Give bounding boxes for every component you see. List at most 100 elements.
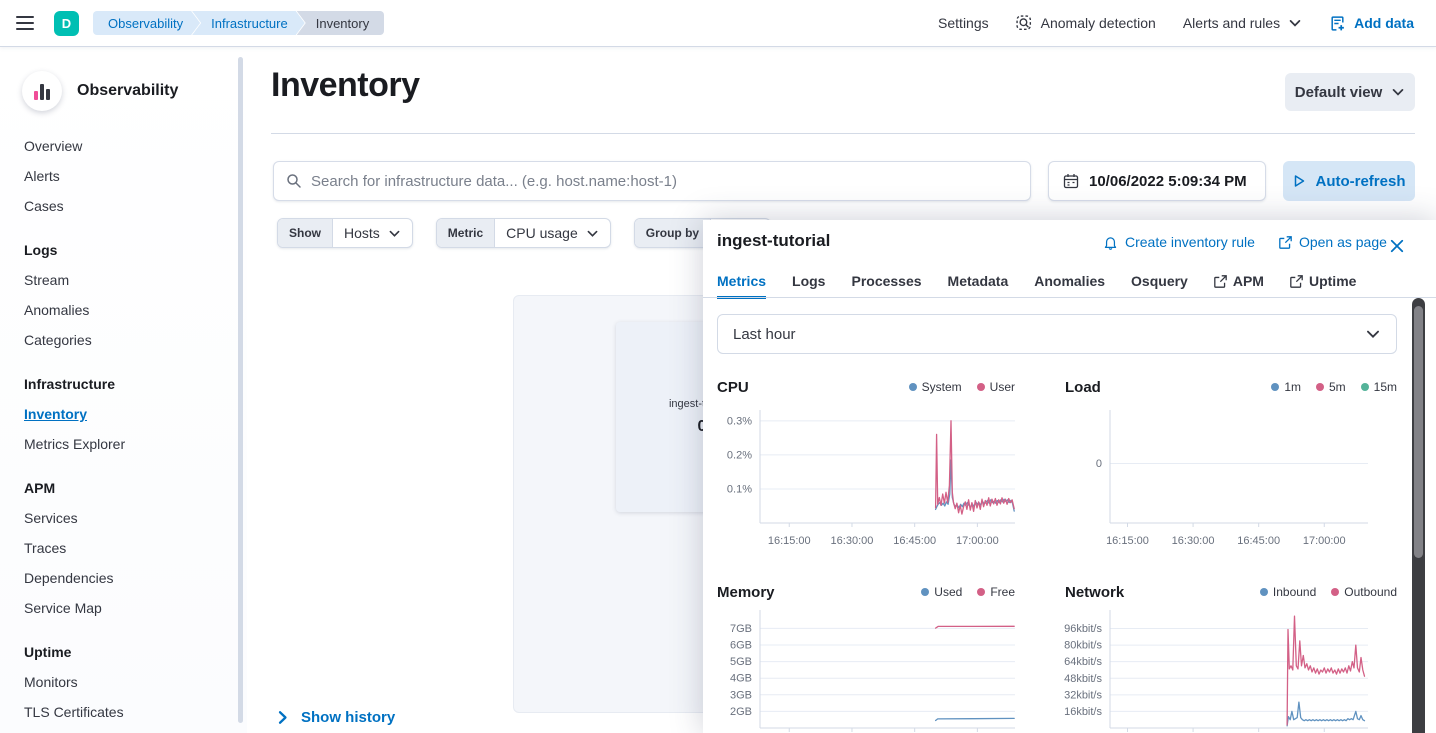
breadcrumb: Observability Infrastructure Inventory (93, 11, 385, 35)
hamburger-icon (16, 16, 34, 30)
breadcrumb-inventory[interactable]: Inventory (296, 11, 385, 35)
svg-text:3GB: 3GB (730, 689, 752, 701)
sidebar-item-services[interactable]: Services (24, 510, 78, 526)
svg-text:48kbit/s: 48kbit/s (1064, 673, 1102, 685)
host-detail-flyout: ingest-tutorial Create inventory rule Ope… (703, 220, 1436, 733)
svg-text:7GB: 7GB (730, 623, 752, 635)
svg-text:5GB: 5GB (730, 656, 752, 668)
sidebar-item-monitors[interactable]: Monitors (24, 674, 78, 690)
network-chart-header: Network Inbound Outbound (1065, 581, 1397, 603)
add-data-icon (1329, 15, 1346, 32)
close-icon[interactable] (1386, 235, 1408, 257)
filter-value-dropdown[interactable]: Hosts (333, 219, 412, 247)
svg-text:16:30:00: 16:30:00 (1172, 535, 1215, 547)
sidebar-item-cases[interactable]: Cases (24, 198, 64, 214)
calendar-icon (1063, 173, 1079, 189)
search-input[interactable] (311, 172, 1018, 190)
chart-title: Memory (717, 583, 775, 601)
chart-title: CPU (717, 378, 749, 396)
flyout-tabs: Metrics Logs Processes Metadata Anomalies Osq… (717, 273, 1356, 299)
menu-button[interactable] (0, 0, 50, 46)
default-view-button[interactable]: Default view (1285, 73, 1415, 111)
legend-dot-icon (1315, 383, 1324, 391)
legend-item-15m[interactable]: 15m (1360, 380, 1397, 394)
sidebar-item-dependencies[interactable]: Dependencies (24, 570, 114, 586)
auto-refresh-button[interactable]: Auto-refresh (1283, 161, 1415, 201)
legend-dot-icon (921, 588, 930, 596)
tab-metrics[interactable]: Metrics (717, 273, 766, 299)
observability-logo-icon[interactable] (22, 71, 62, 111)
space-switcher[interactable]: D (54, 10, 79, 36)
svg-text:16:45:00: 16:45:00 (1237, 535, 1280, 547)
search-bar (273, 161, 1031, 201)
sidebar-item-stream[interactable]: Stream (24, 272, 70, 288)
chevron-down-icon (1288, 16, 1302, 30)
add-data-link[interactable]: Add data (1329, 15, 1414, 32)
legend-item-user[interactable]: User (976, 380, 1015, 394)
legend-item-system[interactable]: System (908, 380, 962, 394)
legend-dot-icon (1259, 588, 1268, 596)
datetime-picker[interactable]: 10/06/2022 5:09:34 PM (1048, 161, 1266, 201)
svg-text:17:00:00: 17:00:00 (1303, 535, 1346, 547)
chevron-down-icon (388, 227, 401, 240)
breadcrumb-infrastructure[interactable]: Infrastructure (192, 11, 305, 35)
host-node-value: 0 (697, 418, 707, 435)
sidebar-item-metrics-explorer[interactable]: Metrics Explorer (24, 436, 126, 452)
flyout-scrollbar-track[interactable] (1412, 298, 1425, 733)
anomaly-detection-link[interactable]: Anomaly detection (1016, 14, 1156, 32)
tab-metadata[interactable]: Metadata (947, 273, 1009, 289)
legend-item-free[interactable]: Free (977, 585, 1015, 599)
memory-chart-header: Memory Used Free (717, 581, 1015, 603)
sidebar-item-overview[interactable]: Overview (24, 138, 83, 154)
sidebar-title: Observability (77, 82, 179, 99)
time-range-select[interactable]: Last hour (717, 314, 1397, 354)
filter-label: Group by (634, 219, 712, 247)
flyout-scrollbar-thumb[interactable] (1414, 306, 1423, 558)
sidebar-scrollbar[interactable] (238, 57, 243, 723)
chart-legend: Inbound Outbound (1259, 585, 1397, 599)
play-icon (1292, 174, 1306, 188)
legend-item-1m[interactable]: 1m (1271, 380, 1301, 394)
chevron-right-icon (275, 710, 290, 725)
sidebar-section-logs: Logs (24, 242, 58, 258)
external-link-icon (1214, 274, 1227, 288)
show-history-link[interactable]: Show history (275, 709, 395, 726)
create-inventory-rule-link[interactable]: Create inventory rule (1103, 234, 1255, 250)
sidebar-item-service-map[interactable]: Service Map (24, 600, 102, 616)
svg-text:16:15:00: 16:15:00 (768, 535, 811, 547)
filter-value-dropdown[interactable]: CPU usage (495, 219, 610, 247)
sidebar-item-tls-certificates[interactable]: TLS Certificates (24, 704, 124, 720)
legend-item-outbound[interactable]: Outbound (1331, 585, 1397, 599)
tab-apm[interactable]: APM (1214, 273, 1264, 299)
sidebar-item-categories[interactable]: Categories (24, 332, 92, 348)
svg-text:80kbit/s: 80kbit/s (1064, 640, 1102, 652)
legend-item-5m[interactable]: 5m (1315, 380, 1346, 394)
network-chart: 96kbit/s 80kbit/s 64kbit/s 48kbit/s 32kbit/s… (1060, 610, 1372, 733)
legend-dot-icon (1271, 383, 1280, 391)
settings-link[interactable]: Settings (938, 15, 989, 31)
tab-osquery[interactable]: Osquery (1131, 273, 1188, 289)
legend-item-inbound[interactable]: Inbound (1259, 585, 1316, 599)
breadcrumb-observability[interactable]: Observability (93, 11, 200, 35)
svg-text:17:00:00: 17:00:00 (956, 535, 999, 547)
tab-processes[interactable]: Processes (851, 273, 922, 289)
open-as-page-link[interactable]: Open as page (1279, 234, 1387, 250)
sidebar-item-anomalies[interactable]: Anomalies (24, 302, 90, 318)
tab-uptime[interactable]: Uptime (1290, 273, 1356, 299)
sidebar-item-inventory[interactable]: Inventory (24, 406, 88, 422)
sidebar-item-alerts[interactable]: Alerts (24, 168, 60, 184)
svg-text:0.3%: 0.3% (727, 415, 752, 427)
chart-legend: Used Free (921, 585, 1015, 599)
svg-text:64kbit/s: 64kbit/s (1064, 656, 1102, 668)
chevron-down-icon (1391, 85, 1405, 99)
sidebar-item-traces[interactable]: Traces (24, 540, 67, 556)
tab-anomalies[interactable]: Anomalies (1034, 273, 1106, 289)
legend-item-used[interactable]: Used (921, 585, 962, 599)
alerts-and-rules-menu[interactable]: Alerts and rules (1183, 15, 1302, 31)
top-navigation-bar: D Observability Infrastructure Inventory… (0, 0, 1436, 47)
filter-group-show: Show Hosts (277, 218, 413, 248)
flyout-title: ingest-tutorial (717, 231, 831, 250)
chevron-down-icon (586, 227, 599, 240)
tab-logs[interactable]: Logs (792, 273, 826, 289)
